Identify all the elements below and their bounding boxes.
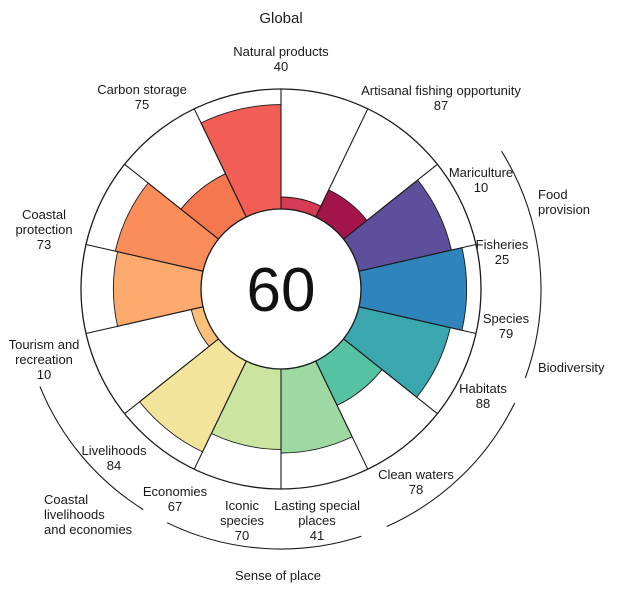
- sector-divider: [315, 108, 369, 218]
- sector-value: 25: [495, 252, 509, 267]
- group-arc: [166, 522, 362, 550]
- group-biodiversity: Biodiversity: [386, 360, 605, 528]
- sector-divider: [85, 306, 204, 335]
- inner-hole: [200, 208, 362, 370]
- sector-name: Species: [483, 311, 530, 326]
- sector-divider: [343, 163, 438, 240]
- sector-value: 78: [409, 482, 423, 497]
- sectors-layer: [113, 104, 468, 454]
- group-sense-of-place: Sense of place: [166, 522, 362, 583]
- sector-name: Livelihoods: [81, 443, 147, 458]
- sector-value: 70: [235, 528, 249, 543]
- group-label: and economies: [44, 522, 133, 537]
- sector-name: places: [298, 513, 336, 528]
- sector-divider: [193, 108, 247, 218]
- sector-value: 88: [476, 396, 490, 411]
- dividers-layer: [85, 89, 477, 489]
- sector-name: Coastal: [22, 207, 66, 222]
- sector-name: Lasting special: [274, 498, 360, 513]
- sector-name: Economies: [143, 484, 208, 499]
- group-label: Coastal: [44, 492, 88, 507]
- sector-value: 67: [168, 499, 182, 514]
- sector-value: 75: [135, 97, 149, 112]
- sector-name: Fisheries: [476, 237, 529, 252]
- sector-name: Carbon storage: [97, 82, 187, 97]
- sector-name: Tourism and: [9, 337, 80, 352]
- sector-name: Iconic: [225, 498, 259, 513]
- sector-name: Habitats: [459, 381, 507, 396]
- sector-value: 10: [474, 180, 488, 195]
- sector-name: protection: [15, 222, 72, 237]
- sector-name: Clean waters: [378, 467, 454, 482]
- group-label: Food: [538, 187, 568, 202]
- group-arc: [501, 150, 542, 379]
- sector-value: 41: [310, 528, 324, 543]
- sector-name: species: [220, 513, 265, 528]
- sector-divider: [85, 243, 204, 272]
- sector-value: 73: [37, 237, 51, 252]
- group-label: Biodiversity: [538, 360, 605, 375]
- group-label: provision: [538, 202, 590, 217]
- sector-value: 79: [499, 326, 513, 341]
- sector-value: 87: [434, 98, 448, 113]
- sector-name: recreation: [15, 352, 73, 367]
- chart-title: Global: [259, 10, 302, 27]
- group-arc: [386, 402, 516, 528]
- group-label: livelihoods: [44, 507, 105, 522]
- sector-name: Artisanal fishing opportunity: [361, 83, 521, 98]
- sector-value: 40: [274, 59, 288, 74]
- sector-divider: [193, 360, 247, 470]
- sector-divider: [124, 338, 219, 415]
- sector-divider: [124, 163, 219, 240]
- group-arc: [39, 386, 144, 510]
- group-label: Sense of place: [235, 568, 321, 583]
- sector-value: 84: [107, 458, 121, 473]
- sector-name: Mariculture: [449, 165, 513, 180]
- sector-name: Natural products: [233, 44, 329, 59]
- sector-divider: [358, 306, 477, 335]
- sector-divider: [358, 243, 477, 272]
- sector-divider: [315, 360, 369, 470]
- sector-divider: [343, 338, 438, 415]
- center-score: 60: [247, 256, 316, 325]
- sector-value: 10: [37, 367, 51, 382]
- outer-ring: [80, 88, 482, 490]
